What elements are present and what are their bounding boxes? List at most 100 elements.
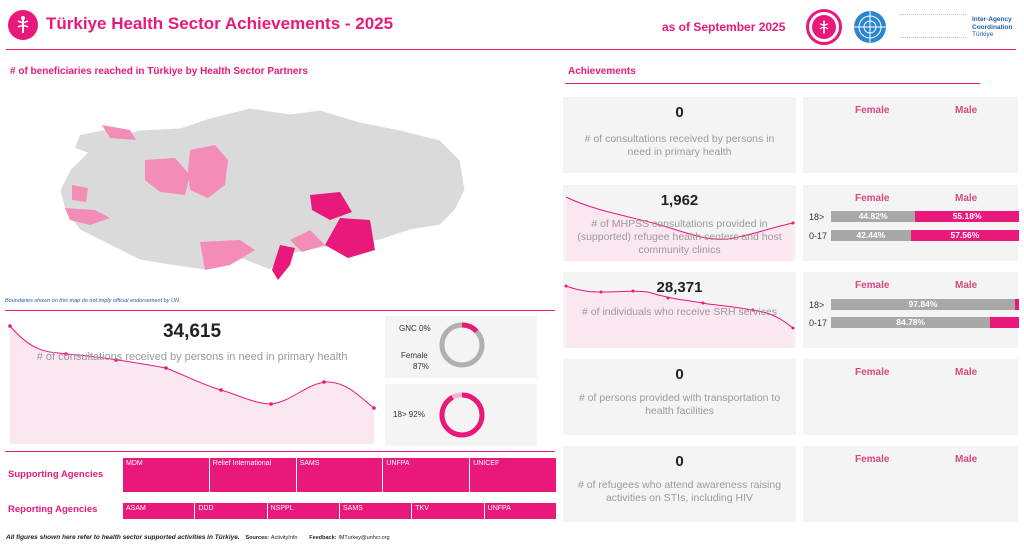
supporting-agencies-list: MDM Relief International SAMS UNFPA UNIC… xyxy=(122,458,556,492)
male-bar xyxy=(990,317,1019,328)
reporting-agencies-list: ASAM DDD NSPPL SAMS TKV UNFPA xyxy=(122,503,556,519)
kpi-value: 0 xyxy=(675,453,684,470)
supporting-agency: UNFPA xyxy=(382,458,470,492)
reporting-agency: SAMS xyxy=(338,503,412,519)
main-trend-point xyxy=(219,388,223,392)
report-date: as of September 2025 xyxy=(662,20,786,34)
sex-breakdown-card: Female Male xyxy=(803,97,1018,173)
map-region-central-1 xyxy=(145,158,190,195)
male-bar xyxy=(1014,299,1019,310)
un-logo xyxy=(848,8,892,46)
main-kpi-value: 34,615 xyxy=(162,321,222,342)
kpi-card-mhpss: 1,962 # of MHPSS consultations provided … xyxy=(563,185,796,261)
main-trend-point xyxy=(372,406,376,410)
kpi-card-awareness: 0 # of refugees who attend awareness rai… xyxy=(563,446,796,522)
mhpss-trend-area xyxy=(566,197,793,261)
stacked-bar: 84.78% xyxy=(831,317,1019,328)
map-region-gaziantep xyxy=(310,192,352,220)
female-header: Female xyxy=(855,280,890,291)
stacked-bar: 44.82% 55.18% xyxy=(831,211,1019,222)
footer: All figures shown here refer to health s… xyxy=(6,534,390,541)
achievements-divider xyxy=(565,83,980,84)
main-kpi-label: # of consultations received by persons i… xyxy=(36,351,348,363)
gnc-donut-chart xyxy=(439,322,485,368)
sex-breakdown-card: Female Male 18> 44.82% 55.18% 0-17 42.44… xyxy=(803,185,1019,261)
male-header: Male xyxy=(955,280,978,291)
female-label: Female xyxy=(401,351,428,360)
kpi-label: # of consultations received by persons i… xyxy=(584,133,775,158)
mhpss-trend-point xyxy=(791,221,795,225)
sources-label: Sources: xyxy=(245,535,270,541)
map-region-adana xyxy=(290,230,325,252)
main-trend-point xyxy=(164,366,168,370)
health-logo-icon xyxy=(8,10,38,40)
srh-trend-point xyxy=(751,308,755,312)
kpi-card-primary-health: 0 # of consultations received by persons… xyxy=(563,97,796,173)
sex-breakdown-card: Female Male xyxy=(803,446,1018,522)
srh-trend-point xyxy=(791,326,795,330)
supporting-agency: MDM xyxy=(122,458,209,492)
age-label: 0-17 xyxy=(809,318,828,328)
main-trend-point xyxy=(322,380,326,384)
feedback-link[interactable]: IMTurkey@unhcr.org xyxy=(338,535,390,541)
supporting-agency: Relief International xyxy=(208,458,296,492)
map-disclaimer: Boundaries shown on this map do not impl… xyxy=(5,298,181,304)
female-header: Female xyxy=(855,367,890,378)
male-header: Male xyxy=(955,105,978,116)
sources-value: ActivityInfo xyxy=(270,535,298,541)
srh-trend-point xyxy=(666,296,670,300)
female-bar: 42.44% xyxy=(831,230,911,241)
reporting-agency: ASAM xyxy=(122,503,195,519)
sex-breakdown-card: Female Male xyxy=(803,359,1018,435)
map-region-sanliurfa xyxy=(325,218,375,258)
male-bar: 57.56% xyxy=(910,230,1019,241)
male-header: Male xyxy=(955,193,978,204)
female-bar: 97.84% xyxy=(831,299,1015,310)
health-sector-logo xyxy=(806,9,842,45)
map-section-title: # of beneficiaries reached in Türkiye by… xyxy=(10,66,308,77)
srh-trend-point xyxy=(701,301,705,305)
female-header: Female xyxy=(855,454,890,465)
reporting-agency: DDD xyxy=(194,503,267,519)
kpi-value: 0 xyxy=(675,104,684,121)
agencies-divider xyxy=(5,451,555,452)
kpi-label: # of persons provided with transportatio… xyxy=(578,392,781,417)
map-region-hatay xyxy=(272,245,295,280)
supporting-agency: SAMS xyxy=(295,458,383,492)
reporting-agency: UNFPA xyxy=(483,503,556,519)
mhpss-trend-line xyxy=(565,196,794,240)
srh-trend-point xyxy=(564,284,568,288)
map-divider xyxy=(5,310,555,311)
age-donut-chart xyxy=(439,392,485,438)
age-label: 0-17 xyxy=(809,231,828,241)
main-trend-point xyxy=(64,352,68,356)
age-donut-panel: 18> 92% xyxy=(385,384,537,446)
srh-trend-area xyxy=(566,286,793,348)
map-region-antalya xyxy=(200,240,255,270)
map-region-izmir xyxy=(65,208,110,225)
main-trend-area xyxy=(10,326,374,444)
supporting-agency: UNICEF xyxy=(469,458,556,492)
female-header: Female xyxy=(855,105,890,116)
male-header: Male xyxy=(955,367,978,378)
kpi-label: # of refugees who attend awareness raisi… xyxy=(577,479,782,504)
map-region-istanbul xyxy=(102,125,136,140)
reporting-agency: TKV xyxy=(411,503,484,519)
header-divider xyxy=(6,49,1016,50)
kpi-card-srh: 28,371 # of individuals who receive SRH … xyxy=(563,272,796,348)
sex-breakdown-card: Female Male 18> 97.84% 0-17 84.78% xyxy=(803,272,1019,348)
reporting-agencies-label: Reporting Agencies xyxy=(8,504,98,515)
age-label: 18> xyxy=(809,212,825,222)
male-header: Male xyxy=(955,454,978,465)
footer-note: All figures shown here refer to health s… xyxy=(6,534,240,541)
kpi-value: 0 xyxy=(675,366,684,383)
map-region-west xyxy=(72,185,88,202)
female-header: Female xyxy=(855,193,890,204)
female-pct: 87% xyxy=(413,362,430,371)
turkiye-map[interactable] xyxy=(40,100,480,285)
kpi-card-transportation: 0 # of persons provided with transportat… xyxy=(563,359,796,435)
female-bar: 44.82% xyxy=(831,211,916,222)
female-bar: 84.78% xyxy=(831,317,991,328)
supporting-agencies-label: Supporting Agencies xyxy=(8,469,104,480)
page-title: Türkiye Health Sector Achievements - 202… xyxy=(46,14,394,33)
